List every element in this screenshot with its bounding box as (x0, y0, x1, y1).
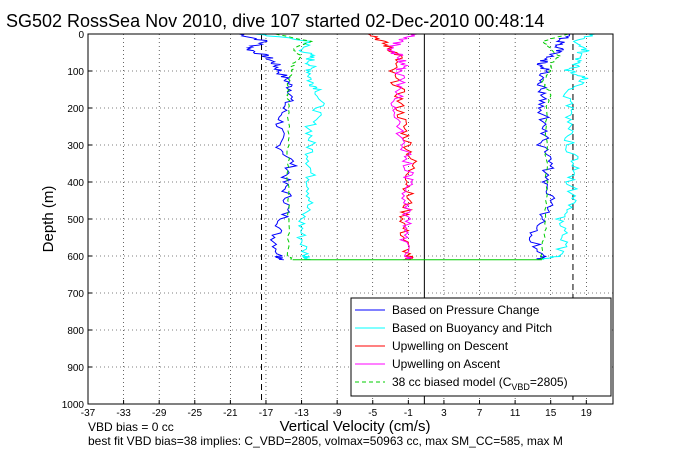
x-tick-label: -21 (223, 408, 238, 419)
series-line-5 (386, 33, 418, 261)
x-tick-label: 19 (581, 408, 593, 419)
footnote-best-fit: best fit VBD bias=38 implies: C_VBD=2805… (88, 434, 563, 448)
chart-title: SG502 RossSea Nov 2010, dive 107 started… (6, 11, 544, 31)
y-tick-label: 700 (67, 289, 84, 300)
x-tick-label: 15 (545, 408, 557, 419)
y-tick-label: 300 (67, 141, 84, 152)
y-tick-label: 500 (67, 215, 84, 226)
series-line-3 (540, 33, 596, 261)
legend-box (350, 297, 612, 397)
legend-label-upwelling-descent: Upwelling on Descent (392, 339, 509, 353)
series-line-0 (239, 33, 299, 261)
y-axis-label: Depth (m) (40, 186, 57, 253)
x-tick-label: -33 (116, 408, 131, 419)
legend: Based on Pressure Change Based on Buoyan… (350, 297, 612, 397)
y-tick-label: 400 (67, 178, 84, 189)
x-tick-label: -5 (368, 408, 377, 419)
series-line-4 (367, 33, 418, 261)
legend-label-pressure: Based on Pressure Change (392, 303, 540, 317)
x-tick-label: 3 (441, 408, 447, 419)
x-tick-label: -1 (404, 408, 413, 419)
x-axis-label: Vertical Velocity (cm/s) (280, 418, 431, 435)
y-tick-label: 200 (67, 104, 84, 115)
y-tick-label: 900 (67, 363, 84, 374)
x-tick-label: 11 (510, 408, 521, 419)
series-line-2 (254, 33, 325, 261)
legend-label-buoyancy: Based on Buoyancy and Pitch (392, 321, 552, 335)
x-tick-label: -37 (81, 408, 96, 419)
y-tick-label: 600 (67, 252, 84, 263)
y-tick-label: 1000 (62, 400, 85, 411)
x-tick-label: -25 (188, 408, 203, 419)
y-tick-label: 800 (67, 326, 84, 337)
x-tick-label: -29 (152, 408, 167, 419)
x-tick-label: -17 (259, 408, 274, 419)
plot-series (239, 33, 596, 404)
x-ticks: -37 -33 -29 -25 -21 -17 -13 -9 -5 -1 3 7 11 15 19 (81, 400, 593, 419)
x-tick-label: -9 (333, 408, 342, 419)
footnote-vbd-bias: VBD bias = 0 cc (88, 420, 174, 434)
y-tick-label: 100 (67, 67, 84, 78)
y-tick-label: 0 (78, 30, 84, 41)
series-line-6 (275, 33, 314, 261)
x-tick-label: -13 (294, 408, 309, 419)
legend-label-upwelling-ascent: Upwelling on Ascent (392, 357, 501, 371)
series-line-1 (528, 33, 571, 261)
y-ticks: 0 100 200 300 400 500 600 700 800 900 1000 (62, 30, 92, 411)
legend-label-biased-model: 38 cc biased model (CVBD=2805) (392, 375, 568, 392)
x-tick-label: 7 (477, 408, 483, 419)
